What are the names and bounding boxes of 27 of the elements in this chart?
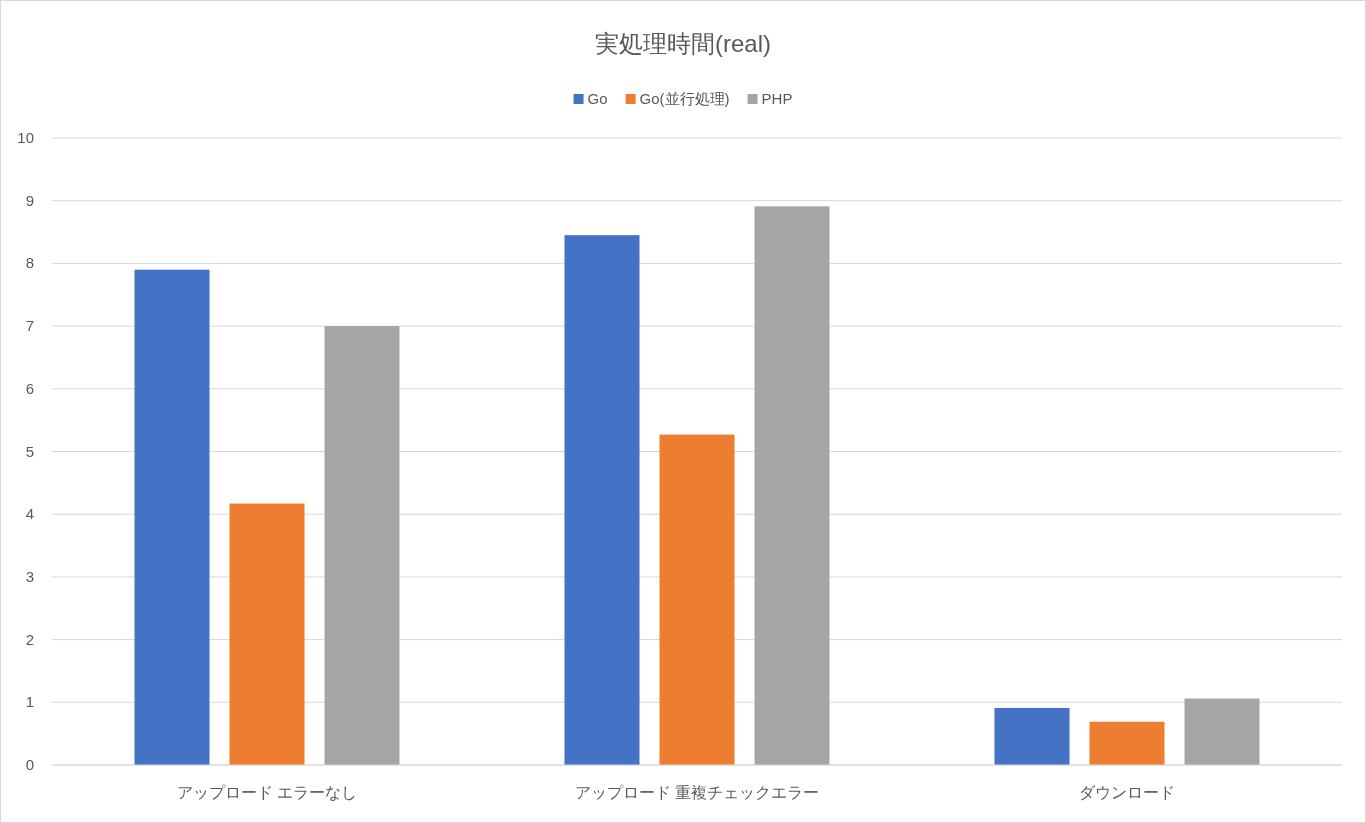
- chart-title: 実処理時間(real): [594, 30, 772, 57]
- legend-label: Go(並行処理): [639, 90, 730, 107]
- y-tick-label: 1: [25, 693, 34, 711]
- bar: [994, 707, 1070, 765]
- bar: [754, 206, 830, 765]
- y-tick-label: 3: [25, 567, 34, 585]
- bar: [564, 235, 640, 765]
- bar: [134, 269, 210, 765]
- y-tick-label: 7: [25, 317, 34, 335]
- bar: [229, 503, 305, 765]
- y-tick-label: 0: [25, 756, 34, 773]
- legend-label: Go: [587, 90, 608, 107]
- y-tick-label: 2: [25, 630, 34, 648]
- y-tick-label: 8: [25, 254, 34, 272]
- y-tick-label: 10: [17, 129, 34, 146]
- legend-label: PHP: [761, 90, 793, 107]
- y-tick-label: 9: [25, 191, 34, 209]
- x-tick-label: アップロード 重複チェックエラー: [574, 784, 820, 801]
- x-tick-label: アップロード エラーなし: [176, 784, 358, 801]
- y-tick-label: 6: [25, 379, 34, 397]
- x-tick-label: ダウンロード: [1079, 784, 1175, 801]
- bar: [659, 434, 735, 765]
- bar: [1089, 721, 1165, 765]
- bar: [324, 326, 400, 765]
- y-tick-label: 5: [25, 442, 34, 460]
- bar: [1184, 698, 1260, 765]
- y-tick-label: 4: [25, 505, 34, 523]
